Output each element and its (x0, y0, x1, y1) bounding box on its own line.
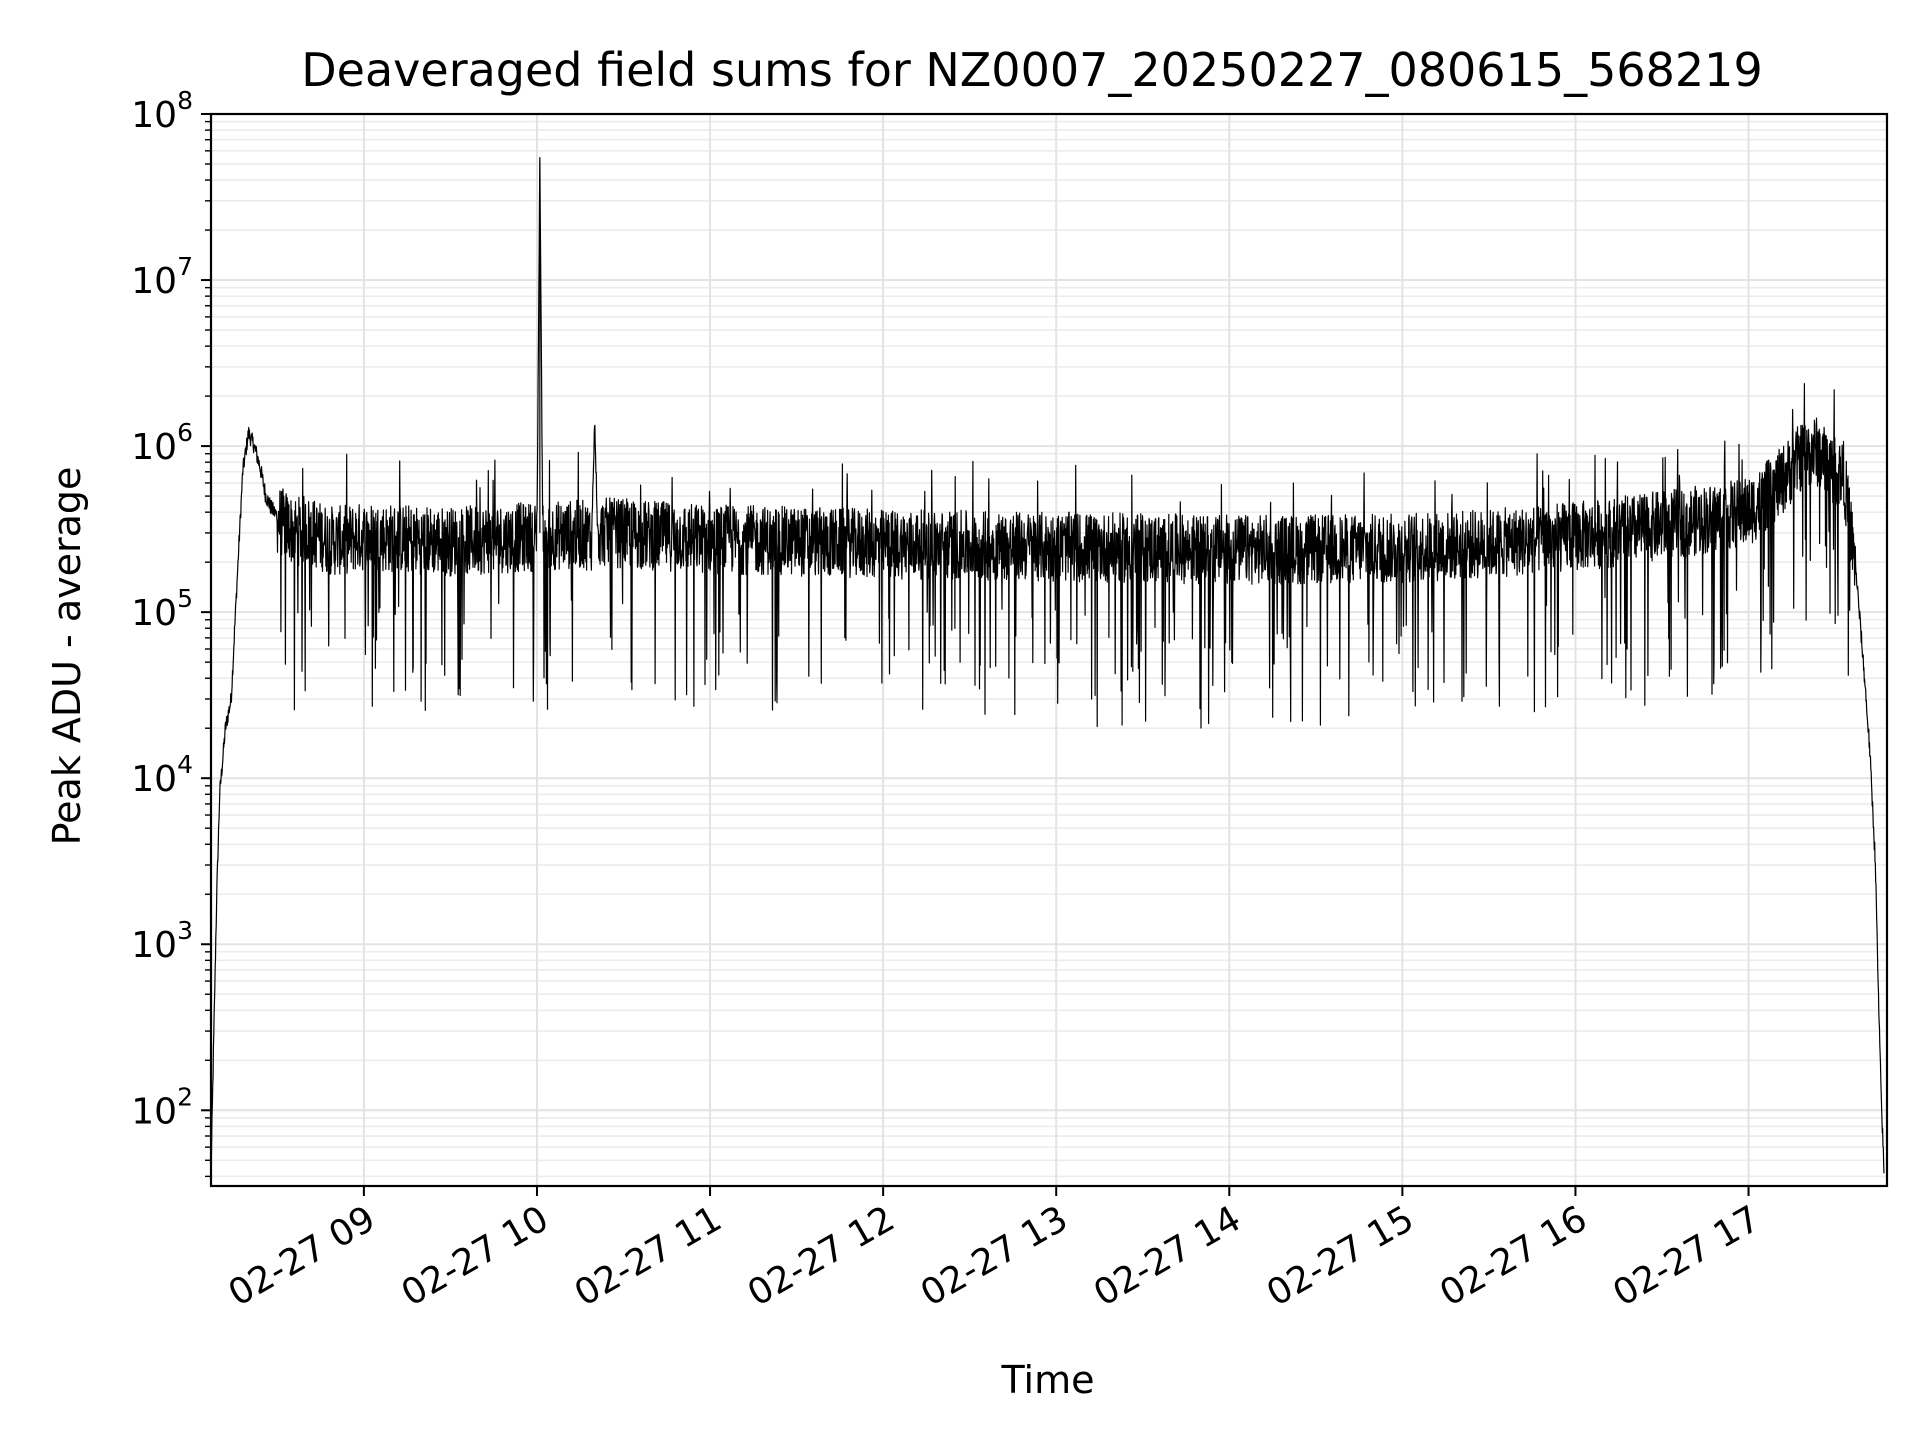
y-tick-label: 103 (131, 916, 193, 966)
x-tick-label: 02-27 15 (1260, 1198, 1421, 1314)
y-tick-label: 108 (131, 86, 193, 136)
y-tick-label: 107 (131, 252, 193, 302)
x-axis-label: Time (1001, 1358, 1095, 1402)
chart-title: Deaveraged field sums for NZ0007_2025022… (301, 43, 1762, 97)
x-tick-label: 02-27 13 (914, 1198, 1075, 1314)
y-tick-label: 104 (131, 750, 193, 800)
x-tick-label: 02-27 11 (568, 1198, 729, 1314)
y-tick-label: 105 (131, 584, 193, 634)
series-layer (210, 157, 1885, 1174)
x-tick-label: 02-27 09 (222, 1198, 383, 1314)
x-tick-label: 02-27 12 (741, 1198, 902, 1314)
y-tick-label: 102 (131, 1082, 193, 1132)
y-tick-label: 106 (131, 418, 193, 468)
x-tick-label: 02-27 14 (1087, 1198, 1248, 1314)
y-axis-label: Peak ADU - average (45, 467, 89, 846)
series-line-0 (210, 160, 1885, 1174)
plot-frame (209, 112, 1889, 1188)
x-tick-label: 02-27 10 (395, 1198, 556, 1314)
x-tick-label: 02-27 17 (1606, 1198, 1767, 1314)
x-tick-label: 02-27 16 (1433, 1198, 1594, 1314)
